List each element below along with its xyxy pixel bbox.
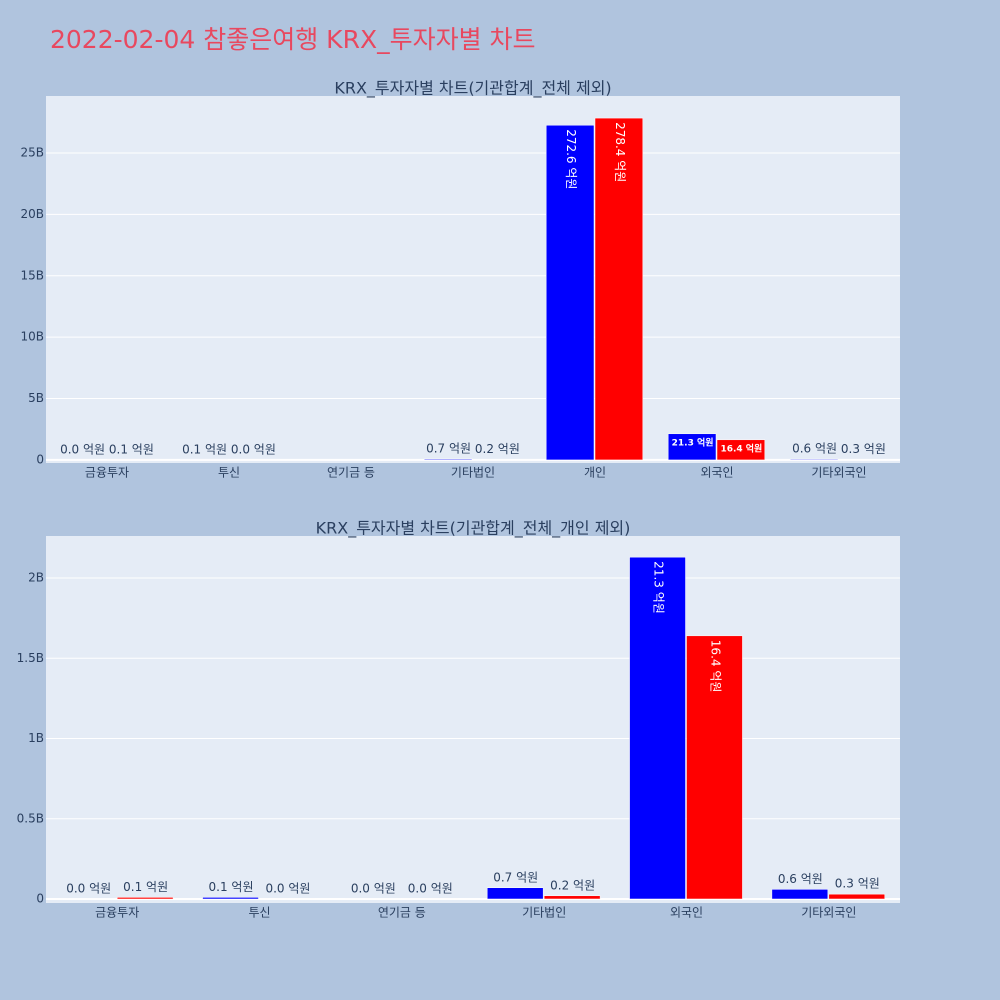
x-tick-label: 외국인 [700, 466, 733, 480]
x-tick-label: 투신 [218, 466, 240, 480]
x-tick-label: 연기금 등 [327, 466, 375, 480]
data-label: 0.0 억원 [265, 881, 310, 895]
y-tick-label: 2B [28, 571, 44, 585]
chart-title: KRX_투자자별 차트(기관합계_전체 제외) [334, 79, 611, 99]
bar [686, 635, 743, 900]
data-label: 0.0 억원 [351, 881, 396, 895]
x-tick-label: 기타외국인 [811, 466, 866, 480]
y-tick-label: 5B [28, 391, 44, 405]
bar [116, 897, 174, 900]
x-tick-label: 금융투자 [85, 466, 129, 480]
y-tick-label: 1.5B [17, 651, 44, 665]
data-label: 0.0 억원 [231, 442, 276, 456]
x-tick-label: 외국인 [670, 906, 703, 920]
data-label: 0.0 억원 [66, 881, 111, 895]
bar [629, 556, 686, 900]
data-label: 0.6 억원 [778, 872, 823, 886]
data-label: 0.3 억원 [835, 877, 880, 891]
data-label: 0.1 억원 [123, 880, 168, 894]
y-tick-label: 1B [28, 731, 44, 745]
bar [667, 433, 717, 461]
plot-area [46, 536, 900, 903]
data-label: 16.4 억원 [720, 442, 762, 454]
bar [545, 124, 595, 461]
data-label: 0.0 억원 [60, 442, 105, 456]
data-label: 0.7 억원 [493, 870, 538, 884]
bar [828, 893, 886, 900]
y-tick-label: 20B [20, 207, 44, 221]
data-label: 0.1 억원 [109, 442, 154, 456]
x-tick-label: 투신 [248, 906, 270, 920]
data-label: 0.6 억원 [792, 442, 837, 456]
x-tick-label: 개인 [584, 466, 606, 480]
y-tick-label: 25B [20, 145, 44, 159]
plot-area [46, 96, 900, 463]
data-label: 0.1 억원 [182, 442, 227, 456]
x-tick-label: 기타법인 [451, 466, 495, 480]
bar [594, 117, 644, 461]
data-label: 16.4 억원 [708, 640, 722, 693]
bar [543, 895, 601, 900]
data-label: 0.7 억원 [426, 442, 471, 456]
data-label: 0.2 억원 [550, 878, 595, 892]
data-label: 21.3 억원 [652, 561, 666, 614]
x-tick-label: 기타외국인 [801, 906, 856, 920]
page-title: 2022-02-04 참좋은여행 KRX_투자자별 차트 [50, 25, 536, 54]
data-label: 272.6 억원 [564, 129, 578, 189]
data-label: 278.4 억원 [613, 122, 627, 182]
x-tick-label: 기타법인 [522, 906, 566, 920]
data-label: 0.3 억원 [841, 442, 886, 456]
y-tick-label: 0.5B [17, 811, 44, 825]
data-label: 0.0 억원 [408, 881, 453, 895]
x-tick-label: 연기금 등 [378, 906, 426, 920]
y-tick-label: 15B [20, 268, 44, 282]
data-label: 21.3 억원 [672, 436, 714, 448]
x-tick-label: 금융투자 [95, 906, 139, 920]
chart-title: KRX_투자자별 차트(기관합계_전체_개인 제외) [316, 519, 631, 539]
data-label: 0.1 억원 [209, 880, 254, 894]
bar [716, 439, 766, 461]
y-tick-label: 10B [20, 330, 44, 344]
bar [771, 889, 829, 900]
bar [789, 458, 839, 461]
bar [486, 887, 544, 900]
y-tick-label: 0 [36, 452, 44, 466]
data-label: 0.2 억원 [475, 442, 520, 456]
bar [423, 458, 473, 461]
y-tick-label: 0 [36, 891, 44, 905]
bar [202, 897, 259, 900]
